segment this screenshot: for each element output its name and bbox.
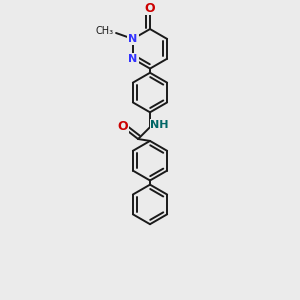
Text: CH₃: CH₃ xyxy=(95,26,113,36)
Text: NH: NH xyxy=(150,119,169,130)
Text: N: N xyxy=(128,34,137,44)
Text: O: O xyxy=(145,2,155,15)
Text: N: N xyxy=(128,54,137,64)
Text: O: O xyxy=(117,120,128,133)
